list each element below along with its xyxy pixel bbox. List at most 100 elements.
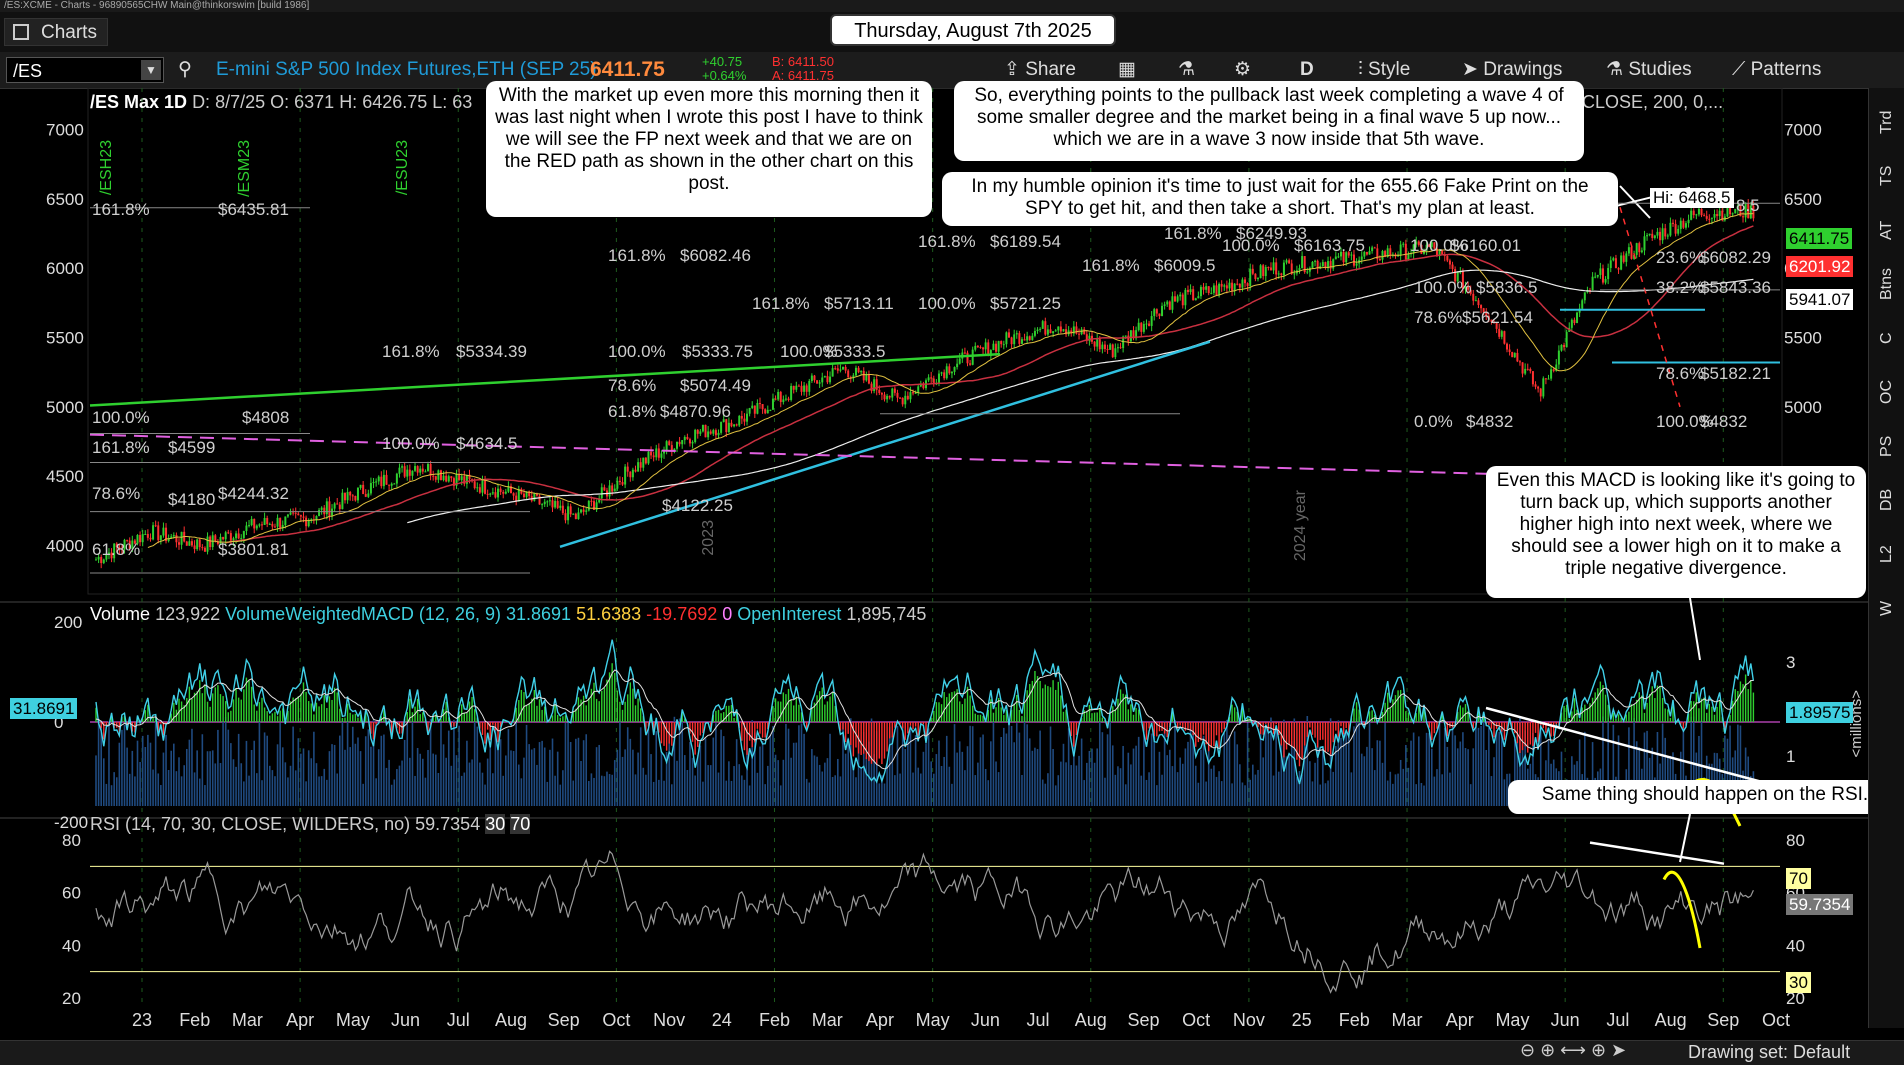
x-tick-label: Oct xyxy=(1182,1010,1210,1030)
candle-body xyxy=(647,451,650,464)
candle-body xyxy=(188,541,191,546)
candle-body xyxy=(727,422,730,433)
candle-body xyxy=(1721,210,1724,221)
candle-body xyxy=(497,488,500,498)
macd-header: Volume 123,922 VolumeWeightedMACD (12, 2… xyxy=(90,604,927,624)
sidebar-tab-ps[interactable]: PS xyxy=(1878,435,1895,457)
last-price: 6411.75 xyxy=(590,58,665,81)
sidebar-tab-btns[interactable]: Btns xyxy=(1878,268,1895,301)
chevron-down-icon[interactable]: ▼ xyxy=(141,60,161,80)
flask-icon[interactable]: ⚗ xyxy=(1178,59,1196,80)
x-tick-label: 24 xyxy=(712,1010,732,1030)
candle-body xyxy=(800,385,803,392)
millions-label: <millions> xyxy=(1848,690,1865,758)
candle-body xyxy=(1726,204,1729,217)
price-tick-left: 5000 xyxy=(46,398,84,417)
candle-body xyxy=(1464,286,1467,290)
sidebar-tab-l2[interactable]: L2 xyxy=(1878,545,1895,563)
zoom-controls[interactable]: ⊖ ⊕ ⟷ ⊕ ➤ xyxy=(1520,1040,1627,1060)
oi-tick: 3 xyxy=(1786,653,1795,672)
candle-body xyxy=(657,448,660,458)
sidebar-tab-c[interactable]: C xyxy=(1878,332,1895,344)
news-icon[interactable]: ▦ xyxy=(1118,59,1136,80)
candle-body xyxy=(351,495,354,497)
link-icon[interactable]: ⚲ xyxy=(178,59,192,80)
callout-plan: In my humble opinion it's time to just w… xyxy=(942,172,1618,226)
candle-body xyxy=(891,388,894,398)
candle-body xyxy=(450,476,453,479)
studies-button[interactable]: ⚗ Studies xyxy=(1606,59,1692,80)
fib-label: 61.8% xyxy=(608,402,657,421)
gear-icon[interactable]: ⚙ xyxy=(1234,59,1252,80)
chart-area[interactable]: 4000400045004500500050005500550060006000… xyxy=(0,88,1868,1040)
x-tick-label: Feb xyxy=(759,1010,790,1030)
candle-body xyxy=(1176,296,1179,302)
candle-body xyxy=(1340,251,1342,257)
candle-body xyxy=(535,493,538,496)
sidebar-tab-trd[interactable]: Trd xyxy=(1878,110,1895,134)
candle-body xyxy=(476,487,479,489)
candle-body xyxy=(302,516,305,518)
charts-tab[interactable]: Charts xyxy=(4,18,108,46)
candle-body xyxy=(1314,260,1317,262)
candle-body xyxy=(1163,304,1166,306)
candle-body xyxy=(333,503,336,509)
candle-body xyxy=(1461,271,1464,290)
candle-body xyxy=(644,457,647,464)
candle-body xyxy=(193,545,196,550)
candle-body xyxy=(974,345,977,350)
candle-body xyxy=(261,524,263,526)
symbol-input[interactable]: /ES ▼ xyxy=(6,57,164,83)
candle-body xyxy=(1070,330,1073,334)
candle-body xyxy=(1049,329,1052,334)
candle-body xyxy=(473,481,476,489)
fib-label: 161.8% xyxy=(382,342,440,361)
candle-body xyxy=(1101,344,1104,350)
fib-label: 78.6% xyxy=(1414,308,1463,327)
sidebar-tab-ts[interactable]: TS xyxy=(1878,165,1895,187)
share-icon: ⇪ xyxy=(1004,59,1026,80)
candle-body xyxy=(618,480,621,483)
sidebar-tab-db[interactable]: DB xyxy=(1878,488,1895,512)
candle-body xyxy=(1111,344,1114,358)
timeframe-button[interactable]: D xyxy=(1300,59,1314,80)
share-button[interactable]: ⇪ Share xyxy=(1004,59,1076,80)
candle-body xyxy=(1500,331,1503,337)
candle-body xyxy=(299,515,302,517)
drawing-set-selector[interactable]: Drawing set: Default xyxy=(1688,1042,1851,1062)
candle-body xyxy=(982,347,985,350)
candle-body xyxy=(1368,251,1371,255)
candle-body xyxy=(958,358,961,364)
candle-body xyxy=(984,342,987,350)
style-button[interactable]: ⫶ Style xyxy=(1358,59,1411,80)
x-tick-label: Jul xyxy=(1606,1010,1629,1030)
price-panel xyxy=(89,186,1780,574)
candle-body xyxy=(1425,244,1428,252)
sidebar-tab-w[interactable]: W xyxy=(1878,600,1895,616)
candle-body xyxy=(1656,231,1659,236)
candle-body xyxy=(709,431,712,434)
flask-icon: ⚗ xyxy=(1606,59,1629,80)
candle-body xyxy=(1168,301,1171,310)
candle-body xyxy=(782,399,785,403)
candle-body xyxy=(1744,203,1747,218)
candle-body xyxy=(1244,279,1247,284)
x-tick-label: 25 xyxy=(1292,1010,1312,1030)
price-tick-right: 5500 xyxy=(1784,329,1822,348)
candle-body xyxy=(1552,369,1555,371)
candle-body xyxy=(1682,220,1685,228)
fib-label: $6082.29 xyxy=(1700,248,1771,267)
candle-body xyxy=(774,398,777,400)
x-tick-label: Oct xyxy=(1762,1010,1790,1030)
candle-body xyxy=(1065,329,1068,335)
patterns-button[interactable]: ⟋ Patterns xyxy=(1732,59,1822,80)
x-tick-label: Apr xyxy=(286,1010,314,1030)
drawings-button[interactable]: ➤ Drawings xyxy=(1462,59,1563,80)
sidebar-tab-at[interactable]: AT xyxy=(1878,220,1895,240)
candle-body xyxy=(559,505,562,508)
candle-body xyxy=(1327,261,1330,269)
candle-body xyxy=(398,467,401,474)
sidebar-tab-oc[interactable]: OC xyxy=(1878,380,1895,404)
candle-body xyxy=(1399,244,1402,256)
candle-body xyxy=(725,419,728,433)
